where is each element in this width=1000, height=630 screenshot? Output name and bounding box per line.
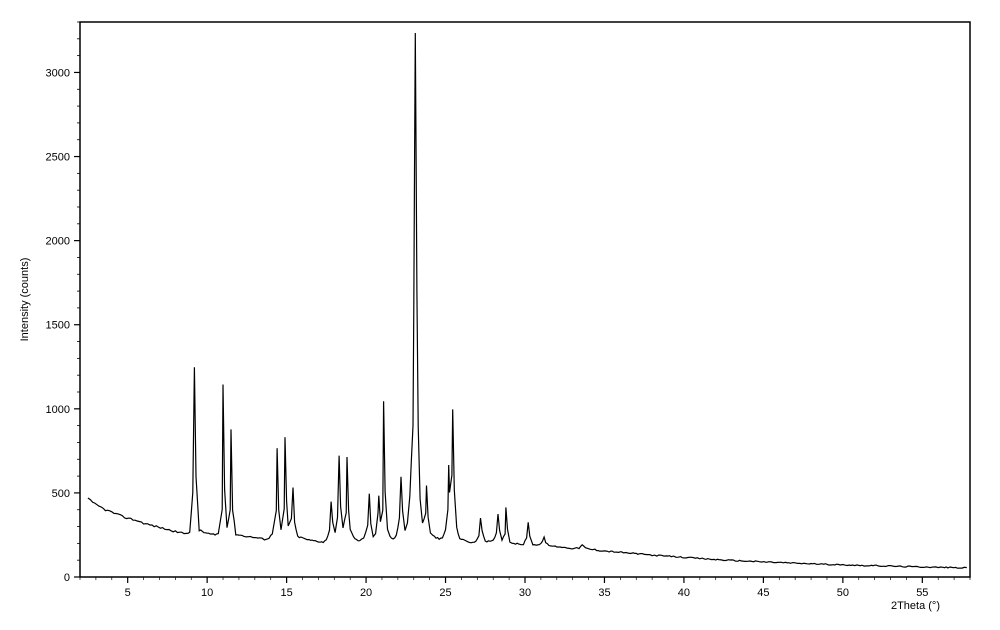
x-tick-label: 55 (916, 587, 928, 599)
y-tick-label: 1000 (46, 404, 70, 416)
x-tick-label: 30 (519, 587, 531, 599)
y-tick-label: 2500 (46, 152, 70, 164)
x-tick-label: 40 (678, 587, 690, 599)
y-tick-label: 3000 (46, 67, 70, 79)
y-tick-label: 0 (64, 572, 70, 584)
x-tick-label: 25 (439, 587, 451, 599)
xrd-chart-container: 0 500 1000 1500 2000 2500 3000 5 10 15 20 25 30 35 40 4… (10, 10, 990, 620)
x-tick-label: 15 (280, 587, 292, 599)
x-axis-label: 2Theta (°) (891, 600, 940, 612)
plot-frame (80, 22, 970, 577)
y-tick-label: 500 (52, 488, 70, 500)
x-tick-label: 10 (201, 587, 213, 599)
y-axis-label: Intensity (counts) (19, 258, 31, 342)
xrd-trace (88, 33, 967, 568)
x-tick-label: 35 (598, 587, 610, 599)
x-tick-label: 45 (757, 587, 769, 599)
x-tick-label: 50 (837, 587, 849, 599)
x-tick-label: 20 (360, 587, 372, 599)
x-tick-label: 5 (125, 587, 131, 599)
xrd-chart: 0 500 1000 1500 2000 2500 3000 5 10 15 20 25 30 35 40 4… (10, 10, 990, 620)
y-tick-label: 1500 (46, 320, 70, 332)
y-tick-label: 2000 (46, 236, 70, 248)
